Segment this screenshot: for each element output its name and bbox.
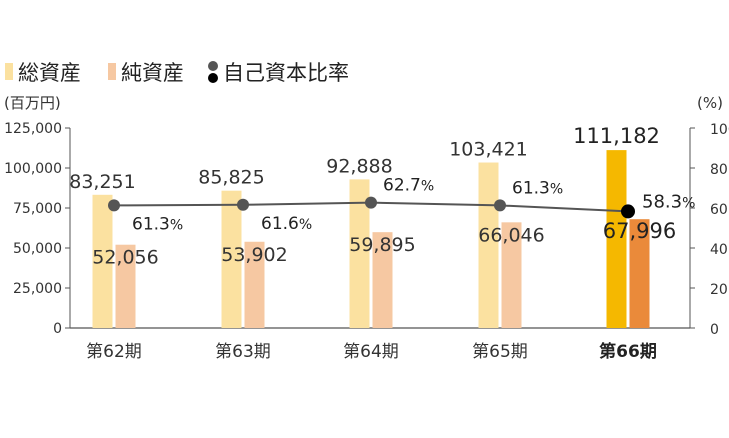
total-assets-data-label: 111,182 — [573, 124, 660, 148]
equity-ratio-marker — [108, 199, 120, 212]
right-tick-label: 20 — [710, 282, 728, 298]
equity-ratio-value: 58.3 — [642, 191, 682, 212]
equity-ratio-labels: 61.3% 61.6%62.7% 61.3%58.3% — [132, 176, 695, 235]
legend-label-total-assets: 総資産 — [18, 61, 81, 85]
category-label: 第62期 — [86, 342, 142, 362]
equity-ratio-percent-sign: % — [299, 217, 312, 233]
equity-ratio-marker — [365, 196, 377, 209]
category-labels: 第62期 第63期 第64期 第65期 第66期 — [86, 341, 657, 362]
bar-total-assets — [221, 190, 242, 328]
legend-marker-ratio-black — [208, 73, 218, 83]
equity-ratio-value: 61.3 — [132, 214, 170, 234]
net-assets-data-label: 67,996 — [603, 219, 676, 243]
legend-label-net-assets: 純資産 — [121, 61, 184, 85]
left-tick-label: 25,000 — [13, 281, 62, 297]
bar-net-assets — [372, 232, 393, 328]
bar-net-assets — [629, 219, 650, 328]
category-label: 第65期 — [472, 342, 528, 362]
equity-ratio-data-label: 61.3% — [512, 178, 563, 198]
equity-ratio-value: 61.3 — [512, 178, 550, 198]
right-tick-label: 100 — [710, 122, 729, 138]
legend-swatch-total-assets — [5, 63, 13, 80]
left-tick-label: 75,000 — [13, 201, 62, 217]
right-tick-label: 80 — [710, 162, 728, 178]
left-axis-unit: (百万円) — [4, 94, 61, 112]
bar-net-assets — [501, 222, 522, 328]
right-axis-ticks: 0 20 40 60 80 100 — [690, 122, 729, 338]
left-tick-label: 100,000 — [4, 161, 62, 177]
equity-ratio-percent-sign: % — [170, 217, 183, 233]
net-assets-data-label: 53,902 — [221, 244, 287, 266]
left-tick-label: 0 — [53, 321, 62, 337]
category-label: 第64期 — [343, 342, 399, 362]
right-axis-unit: (%) — [697, 94, 723, 112]
equity-ratio-marker — [237, 198, 249, 211]
equity-ratio-line-group — [108, 196, 635, 219]
bar-total-assets — [478, 162, 499, 328]
equity-ratio-marker — [494, 199, 506, 212]
bars — [92, 150, 650, 328]
bar-labels: 83,251 52,056 85,825 53,902 92,888 59,895 103,… — [69, 124, 676, 269]
total-assets-data-label: 85,825 — [198, 167, 264, 189]
bar-net-assets — [244, 241, 265, 328]
legend: 総資産 純資産 自己資本比率 — [5, 61, 349, 85]
bar-net-assets — [115, 244, 136, 328]
total-assets-data-label: 103,421 — [449, 139, 528, 161]
net-assets-data-label: 52,056 — [92, 247, 158, 269]
equity-ratio-data-label: 61.3% — [132, 214, 183, 234]
category-label: 第66期 — [599, 341, 657, 362]
equity-ratio-value: 61.6 — [261, 214, 299, 234]
equity-ratio-data-label: 61.6% — [261, 214, 312, 234]
category-label: 第63期 — [215, 342, 271, 362]
left-tick-label: 125,000 — [4, 121, 62, 137]
equity-ratio-data-label: 62.7% — [383, 176, 434, 196]
right-tick-label: 0 — [710, 322, 719, 338]
legend-marker-ratio-gray — [208, 61, 218, 71]
bar-total-assets — [606, 150, 627, 328]
legend-label-equity-ratio: 自己資本比率 — [223, 61, 349, 85]
equity-ratio-value: 62.7 — [383, 176, 421, 196]
left-tick-label: 50,000 — [13, 241, 62, 257]
equity-ratio-percent-sign: % — [421, 179, 434, 195]
left-axis-ticks: 0 25,000 50,000 75,000 100,000 125,000 — [4, 121, 70, 337]
net-assets-data-label: 59,895 — [349, 234, 415, 256]
right-tick-label: 60 — [710, 202, 728, 218]
equity-ratio-data-label: 58.3% — [642, 191, 695, 212]
legend-swatch-net-assets — [108, 63, 116, 80]
bar-total-assets — [92, 194, 113, 328]
bar-total-assets — [349, 179, 370, 328]
net-assets-data-label: 66,046 — [478, 224, 544, 246]
equity-ratio-marker — [621, 204, 635, 219]
total-assets-data-label: 83,251 — [69, 171, 135, 193]
right-tick-label: 40 — [710, 242, 728, 258]
equity-ratio-percent-sign: % — [550, 181, 563, 197]
equity-ratio-percent-sign: % — [682, 195, 695, 211]
total-assets-data-label: 92,888 — [326, 155, 392, 177]
